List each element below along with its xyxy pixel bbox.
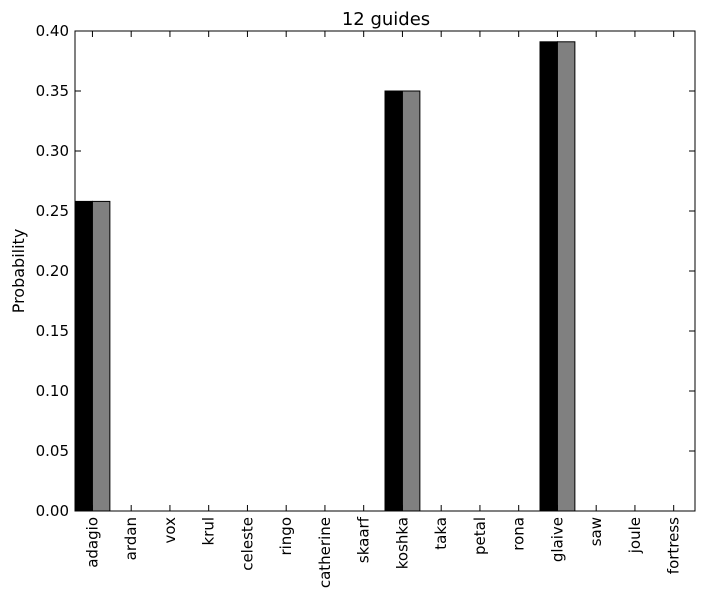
bar-adagio-2 bbox=[91, 200, 111, 512]
x-tick-label-krul: krul bbox=[200, 517, 218, 546]
x-tick-label-skaarf: skaarf bbox=[355, 516, 373, 563]
chart-title: 12 guides bbox=[342, 9, 430, 30]
x-tick-label-saw: saw bbox=[587, 517, 605, 546]
y-axis-label: Probability bbox=[9, 229, 28, 314]
ticks-layer bbox=[75, 30, 695, 512]
bar-adagio-1 bbox=[74, 200, 93, 512]
tick-labels-layer: 0.00 0.05 0.10 0.15 0.20 0.25 0.30 0.35 0.40 adag… bbox=[36, 22, 683, 588]
bar-glaive-1 bbox=[539, 41, 558, 512]
y-tick-label: 0.10 bbox=[36, 382, 69, 400]
bar-koshka-2 bbox=[401, 90, 421, 512]
x-tick-label-glaive: glaive bbox=[548, 517, 566, 562]
x-tick-label-ringo: ringo bbox=[277, 517, 295, 556]
x-tick-label-rona: rona bbox=[510, 517, 528, 551]
y-tick-label: 0.00 bbox=[36, 502, 69, 520]
x-tick-label-fortress: fortress bbox=[665, 517, 683, 574]
bars-layer bbox=[74, 41, 576, 512]
x-tick-label-adagio: adagio bbox=[83, 517, 101, 568]
x-tick-label-ardan: ardan bbox=[122, 517, 140, 560]
x-tick-label-koshka: koshka bbox=[393, 517, 411, 569]
x-tick-label-catherine: catherine bbox=[316, 517, 334, 588]
x-tick-label-joule: joule bbox=[626, 517, 644, 554]
x-tick-label-taka: taka bbox=[432, 517, 450, 550]
bar-koshka-1 bbox=[384, 90, 403, 512]
y-tick-label: 0.05 bbox=[36, 442, 69, 460]
bar-glaive-2 bbox=[556, 41, 576, 512]
y-tick-label: 0.15 bbox=[36, 322, 69, 340]
y-tick-label: 0.20 bbox=[36, 262, 69, 280]
plot-frame bbox=[74, 30, 696, 512]
y-tick-label: 0.25 bbox=[36, 202, 69, 220]
y-tick-label: 0.30 bbox=[36, 142, 69, 160]
y-tick-label: 0.40 bbox=[36, 22, 69, 40]
x-tick-label-petal: petal bbox=[471, 517, 489, 555]
x-tick-label-celeste: celeste bbox=[238, 517, 256, 571]
x-tick-label-vox: vox bbox=[161, 517, 179, 544]
y-tick-label: 0.35 bbox=[36, 82, 69, 100]
